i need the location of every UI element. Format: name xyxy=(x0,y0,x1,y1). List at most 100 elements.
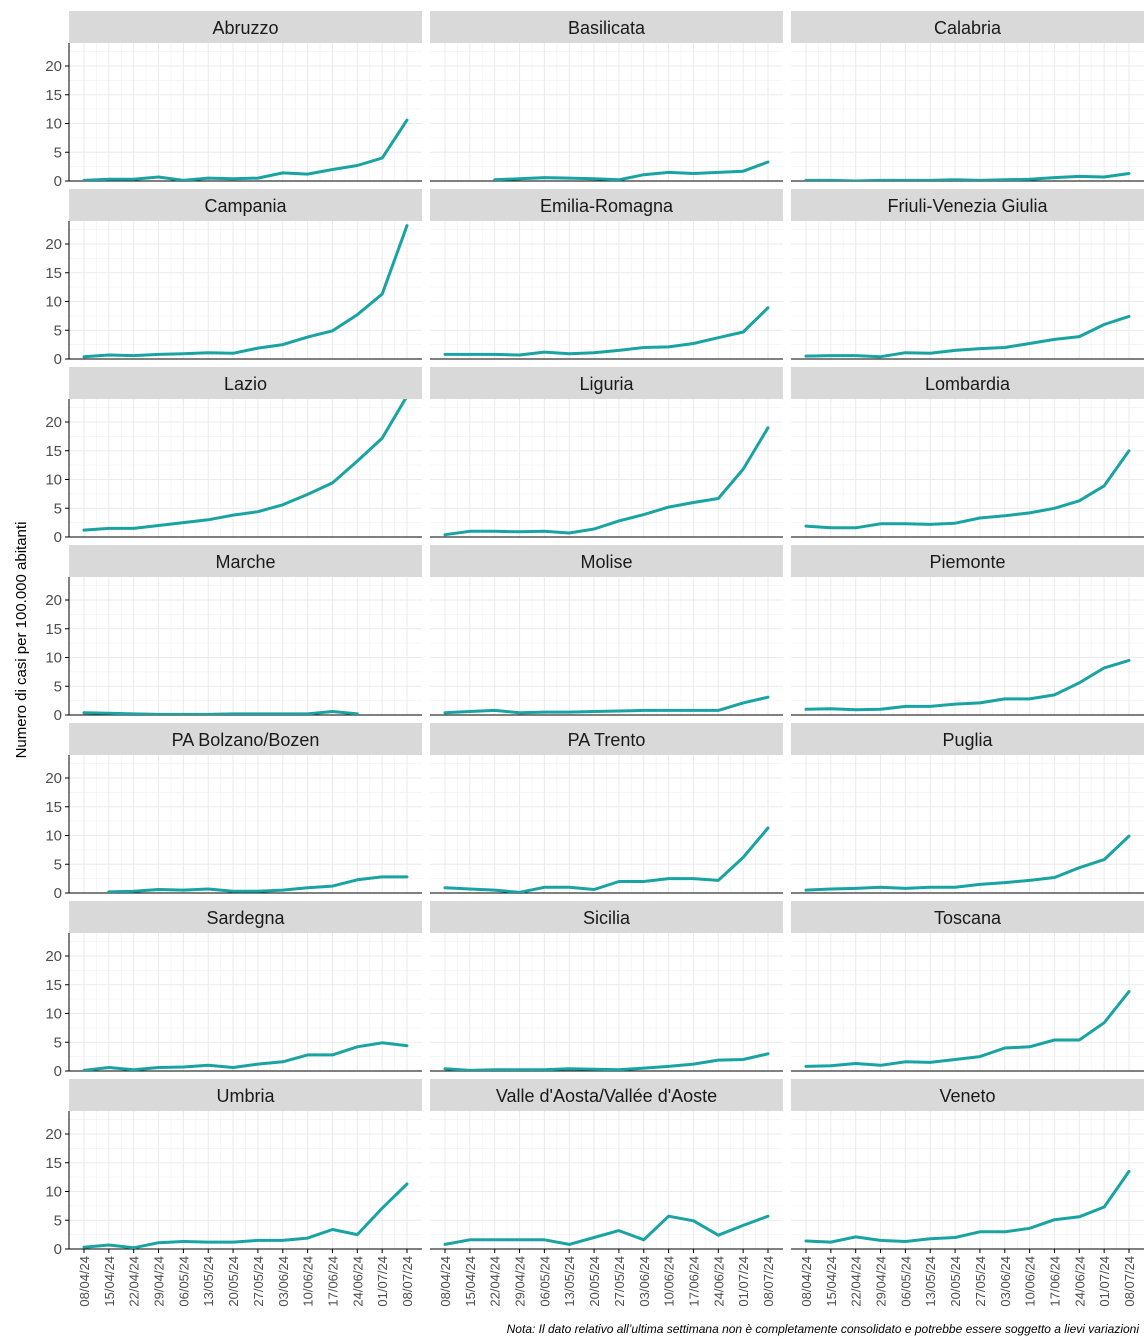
facet-strip xyxy=(791,545,1144,577)
y-tick-label: 15 xyxy=(45,621,62,638)
x-tick-label: 27/05/24 xyxy=(612,1256,627,1307)
y-tick-label: 0 xyxy=(54,173,62,190)
x-tick-label: 06/05/24 xyxy=(898,1256,913,1307)
x-tick-label: 06/05/24 xyxy=(176,1256,191,1307)
x-tick-label: 17/06/24 xyxy=(686,1256,701,1307)
x-tick-label: 13/05/24 xyxy=(923,1256,938,1307)
facet-strip xyxy=(430,901,783,933)
series-line-sardegna xyxy=(82,1041,409,1071)
series-line-molise xyxy=(443,695,770,715)
facet-title: Lazio xyxy=(224,374,267,394)
y-tick-label: 20 xyxy=(45,1126,62,1143)
facet-title: Umbria xyxy=(216,1086,275,1106)
panel-umbria: Umbria 0 5 10 15 20 08/04/24 15/04/24 22/04/24 29… xyxy=(45,1079,422,1307)
x-tick-label: 27/05/24 xyxy=(251,1256,266,1307)
facet-strip xyxy=(430,11,783,43)
x-tick-label: 27/05/24 xyxy=(973,1256,988,1307)
series-line-sicilia xyxy=(443,1052,770,1071)
y-tick-label: 0 xyxy=(54,707,62,724)
panel-pa-bolzano-bozen: PA Bolzano/Bozen 0 5 10 15 20 xyxy=(45,723,422,902)
y-tick-label: 5 xyxy=(54,500,62,517)
facet-strip xyxy=(791,1079,1144,1111)
y-axis-label: Numero di casi per 100.000 abitanti xyxy=(13,522,30,759)
facet-strip xyxy=(430,189,783,221)
x-tick-label: 17/06/24 xyxy=(1047,1256,1062,1307)
facet-strip xyxy=(791,11,1144,43)
panel-basilicata: Basilicata xyxy=(430,11,783,182)
facet-title: PA Bolzano/Bozen xyxy=(172,730,320,750)
facet-title: Toscana xyxy=(934,908,1002,928)
panel-molise: Molise xyxy=(430,545,783,716)
y-tick-label: 5 xyxy=(54,1034,62,1051)
y-tick-label: 20 xyxy=(45,58,62,75)
y-tick-label: 15 xyxy=(45,799,62,816)
panel-sicilia: Sicilia xyxy=(430,901,783,1072)
series-line-liguria xyxy=(443,426,770,537)
x-tick-label: 01/07/24 xyxy=(736,1256,751,1307)
x-tick-label: 01/07/24 xyxy=(1097,1256,1112,1307)
series-line-puglia xyxy=(804,834,1131,892)
panel-toscana: Toscana xyxy=(791,901,1144,1072)
series-line-toscana xyxy=(804,990,1131,1068)
facet-strip xyxy=(69,901,422,933)
y-tick-label: 0 xyxy=(54,1241,62,1258)
facet-title: Liguria xyxy=(579,374,634,394)
facet-strip xyxy=(69,11,422,43)
y-tick-label: 10 xyxy=(45,116,62,133)
y-tick-label: 5 xyxy=(54,144,62,161)
facet-title: Marche xyxy=(215,552,275,572)
x-tick-label: 08/07/24 xyxy=(400,1256,415,1307)
y-tick-label: 10 xyxy=(45,1184,62,1201)
facet-strip xyxy=(430,1079,783,1111)
facet-strip xyxy=(430,545,783,577)
facet-title: Lombardia xyxy=(925,374,1011,394)
panel-veneto: Veneto 08/04/24 15/04/24 22/04/24 29/04/24 06… xyxy=(791,1079,1144,1307)
x-tick-label: 20/05/24 xyxy=(948,1256,963,1307)
series-line-pa-trento xyxy=(443,826,770,893)
x-tick-label: 03/06/24 xyxy=(276,1256,291,1307)
x-tick-label: 20/05/24 xyxy=(587,1256,602,1307)
series-line-marche xyxy=(82,710,359,715)
panel-piemonte: Piemonte xyxy=(791,545,1144,716)
x-tick-label: 29/04/24 xyxy=(874,1256,889,1307)
x-tick-label: 29/04/24 xyxy=(152,1256,167,1307)
y-tick-label: 5 xyxy=(54,1212,62,1229)
panel-lombardia: Lombardia xyxy=(791,367,1144,538)
y-tick-label: 0 xyxy=(54,1063,62,1080)
y-tick-label: 5 xyxy=(54,322,62,339)
x-tick-label: 13/05/24 xyxy=(562,1256,577,1307)
panel-liguria: Liguria xyxy=(430,367,783,538)
x-tick-label: 08/04/24 xyxy=(77,1256,92,1307)
y-tick-label: 0 xyxy=(54,529,62,546)
panel-friuli-venezia-giulia: Friuli-Venezia Giulia xyxy=(791,189,1144,360)
x-tick-label: 01/07/24 xyxy=(375,1256,390,1307)
x-tick-label: 24/06/24 xyxy=(1072,1256,1087,1307)
series-line-campania xyxy=(82,224,409,359)
x-tick-label: 03/06/24 xyxy=(637,1256,652,1307)
x-tick-label: 10/06/24 xyxy=(1023,1256,1038,1307)
facet-strip xyxy=(69,545,422,577)
facet-title: Valle d'Aosta/Vallée d'Aoste xyxy=(496,1086,717,1106)
series-line-basilicata xyxy=(493,160,770,181)
y-tick-label: 0 xyxy=(54,351,62,368)
facet-strip xyxy=(791,901,1144,933)
facet-strip xyxy=(791,723,1144,755)
facet-title: PA Trento xyxy=(568,730,646,750)
series-line-veneto xyxy=(804,1169,1131,1244)
x-tick-label: 17/06/24 xyxy=(325,1256,340,1307)
y-tick-label: 5 xyxy=(54,678,62,695)
y-tick-label: 10 xyxy=(45,650,62,667)
facet-title: Basilicata xyxy=(568,18,646,38)
x-tick-label: 20/05/24 xyxy=(226,1256,241,1307)
panel-valle-d-aosta-vallee-d-aoste: Valle d'Aosta/Vallée d'Aoste 08/04/24 15/0… xyxy=(430,1079,783,1307)
facet-strip xyxy=(69,367,422,399)
series-line-lazio xyxy=(82,399,408,532)
y-tick-label: 15 xyxy=(45,265,62,282)
y-tick-label: 20 xyxy=(45,592,62,609)
x-tick-label: 15/04/24 xyxy=(102,1256,117,1307)
facet-strip xyxy=(430,723,783,755)
facet-title: Piemonte xyxy=(929,552,1005,572)
panel-lazio: Lazio 0 5 10 15 20 xyxy=(45,367,422,546)
panel-calabria: Calabria xyxy=(791,11,1144,182)
